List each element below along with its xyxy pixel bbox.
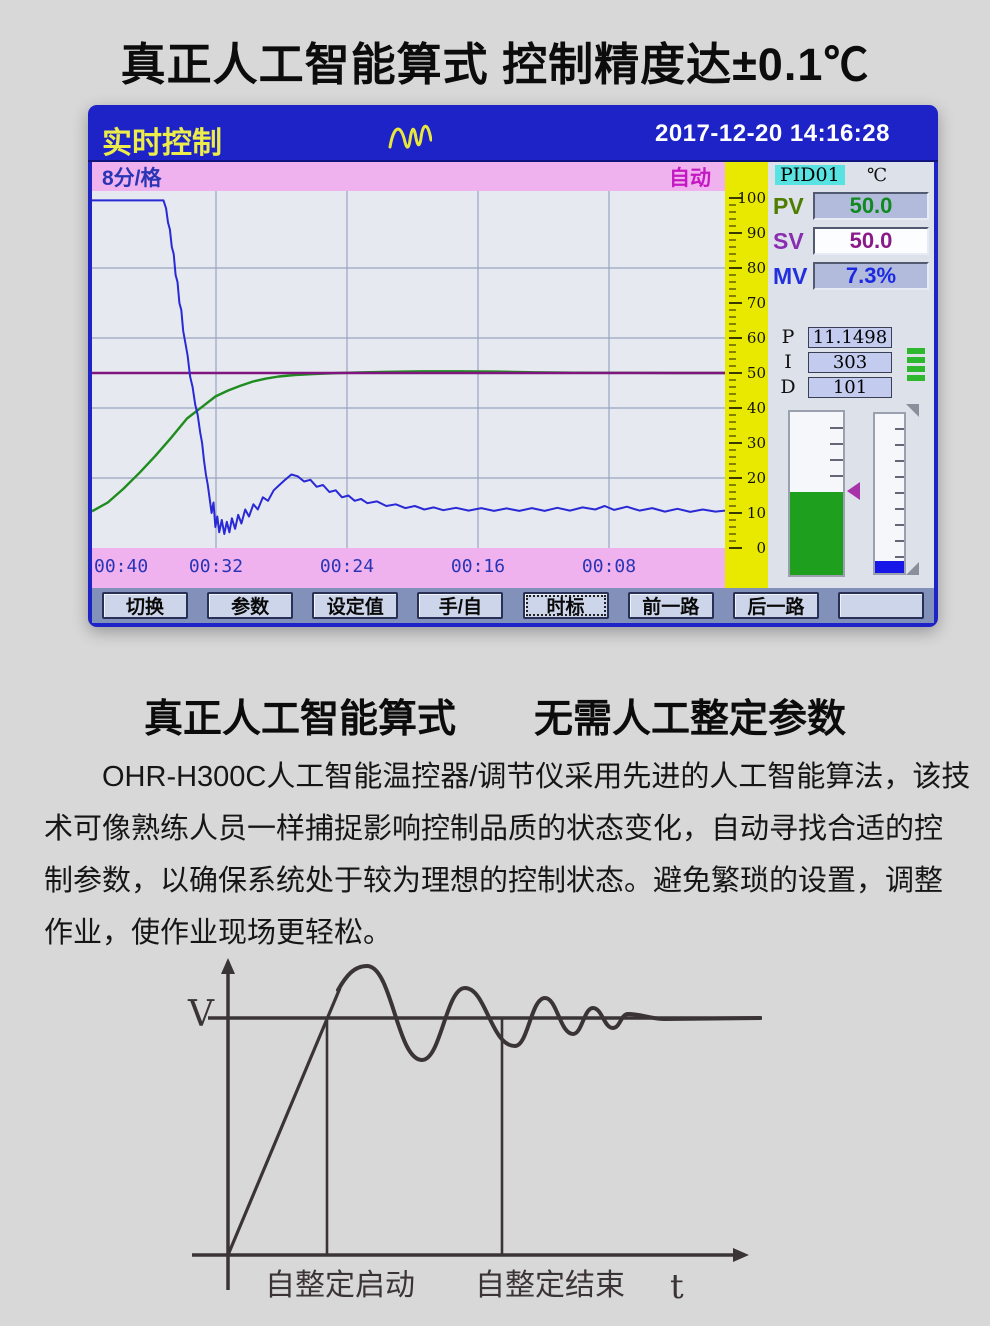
auto-mode-label: 自动 xyxy=(669,166,711,190)
i-value: 303 xyxy=(808,351,892,373)
body-text-line: 术可像熟练人员一样捕捉影响控制品质的状态变化，自动寻找合适的控 xyxy=(44,813,944,845)
time-tick: 00:24 xyxy=(319,556,375,577)
body-text-line: 制参数，以确保系统处于较为理想的控制状态。避免繁琐的设置，调整 xyxy=(44,865,944,897)
brand-wave-icon xyxy=(388,124,432,149)
i-param-row: I 303 xyxy=(768,351,892,373)
channel-tag: PID01 xyxy=(775,165,845,185)
setpoint-button[interactable]: 设定值 xyxy=(312,592,399,619)
t-axis-arrow-icon xyxy=(733,1248,749,1262)
unit-label: ℃ xyxy=(867,165,888,186)
svg-text:10: 10 xyxy=(747,504,766,522)
time-tick: 00:08 xyxy=(581,556,637,577)
screen-title: 实时控制 xyxy=(102,127,222,160)
trend-plot xyxy=(92,191,725,548)
blank-button[interactable] xyxy=(837,592,924,619)
readout-panel: PID01 ℃ PV 50.0 SV 50.0 MV 7.3% P 11.149… xyxy=(768,162,934,588)
svg-text:30: 30 xyxy=(747,434,766,452)
sv-row: SV 50.0 xyxy=(773,227,929,255)
sv-label: SV xyxy=(773,227,804,254)
screen-header: 实时控制 2017-12-20 14:16:28 xyxy=(88,105,938,162)
mv-label: MV xyxy=(773,262,808,289)
time-per-div-label: 8分/格 xyxy=(102,166,162,190)
p-value: 11.1498 xyxy=(808,326,892,348)
svg-text:70: 70 xyxy=(747,294,766,312)
p-label: P xyxy=(781,326,795,348)
time-axis: 00:40 00:32 00:24 00:16 00:08 xyxy=(92,548,725,588)
pv-label: PV xyxy=(773,192,804,219)
trend-info-bar: 8分/格 自动 xyxy=(92,162,725,191)
v-axis-arrow-icon xyxy=(221,958,235,974)
controller-screen: 实时控制 2017-12-20 14:16:28 8分/格 自动 00:40 0… xyxy=(88,105,938,627)
d-param-row: D 101 xyxy=(768,376,892,398)
sv-value: 50.0 xyxy=(813,227,929,255)
time-tick: 00:32 xyxy=(188,556,244,577)
p-param-row: P 11.1498 xyxy=(768,326,892,348)
autotune-diagram: V t 自整定启动 自整定结束 xyxy=(187,958,762,1307)
screen-main: 8分/格 自动 00:40 00:32 00:24 00:16 00:08 10… xyxy=(92,162,934,588)
timescale-button[interactable]: 时标 xyxy=(522,592,609,619)
tune-start-label: 自整定启动 xyxy=(265,1268,415,1303)
svg-text:90: 90 xyxy=(747,224,766,242)
time-tick: 00:40 xyxy=(94,556,149,577)
t-axis-label: t xyxy=(670,1267,684,1307)
svg-text:40: 40 xyxy=(747,399,766,417)
svg-text:80: 80 xyxy=(747,259,766,277)
pv-value: 50.0 xyxy=(813,192,929,220)
d-value: 101 xyxy=(808,376,892,398)
range-marker-bottom-icon xyxy=(906,562,919,575)
time-tick: 00:16 xyxy=(450,556,506,577)
section-title: 真正人工智能算式 无需人工整定参数 xyxy=(143,698,846,741)
v-axis-label: V xyxy=(187,994,215,1035)
output-bargraph-left xyxy=(788,410,845,577)
switch-button[interactable]: 切换 xyxy=(102,592,188,619)
body-text-line: OHR-H300C人工智能温控器/调节仪采用先进的人工智能算法，该技 xyxy=(102,761,971,793)
next-channel-button[interactable]: 后一路 xyxy=(732,592,819,619)
output-bargraph-right xyxy=(873,412,906,575)
oscillation-curve xyxy=(336,963,762,1063)
softkey-bar: 切换 参数 设定值 手/自 时标 前一路 后一路 xyxy=(92,588,934,623)
prev-channel-button[interactable]: 前一路 xyxy=(627,592,714,619)
blue-fill xyxy=(875,561,904,573)
level-pointer-icon xyxy=(847,482,860,500)
svg-text:0: 0 xyxy=(756,539,766,557)
page-title: 真正人工智能算式 控制精度达±0.1℃ xyxy=(120,39,870,90)
green-fill xyxy=(790,492,843,575)
manual-auto-button[interactable]: 手/自 xyxy=(417,592,504,619)
tune-end-label: 自整定结束 xyxy=(475,1268,625,1303)
signal-bars-icon xyxy=(907,348,925,384)
trend-plot-svg xyxy=(92,191,725,548)
svg-text:60: 60 xyxy=(747,329,766,347)
ramp-line xyxy=(226,987,342,1256)
i-label: I xyxy=(784,351,792,373)
params-button[interactable]: 参数 xyxy=(207,592,294,619)
range-marker-top-icon xyxy=(906,404,919,417)
value-scale-ruler: 100 90 80 70 60 50 40 30 20 10 0 xyxy=(725,162,768,588)
svg-text:20: 20 xyxy=(747,469,766,487)
body-text-line: 作业，使作业现场更轻松。 xyxy=(44,917,393,949)
svg-text:100: 100 xyxy=(737,189,766,207)
trend-column: 8分/格 自动 00:40 00:32 00:24 00:16 00:08 xyxy=(92,162,725,588)
d-label: D xyxy=(780,376,796,398)
mv-value: 7.3% xyxy=(813,262,929,290)
svg-text:50: 50 xyxy=(747,364,766,382)
mv-row: MV 7.3% xyxy=(773,262,929,290)
pv-row: PV 50.0 xyxy=(773,192,929,220)
datetime: 2017-12-20 14:16:28 xyxy=(654,120,890,147)
